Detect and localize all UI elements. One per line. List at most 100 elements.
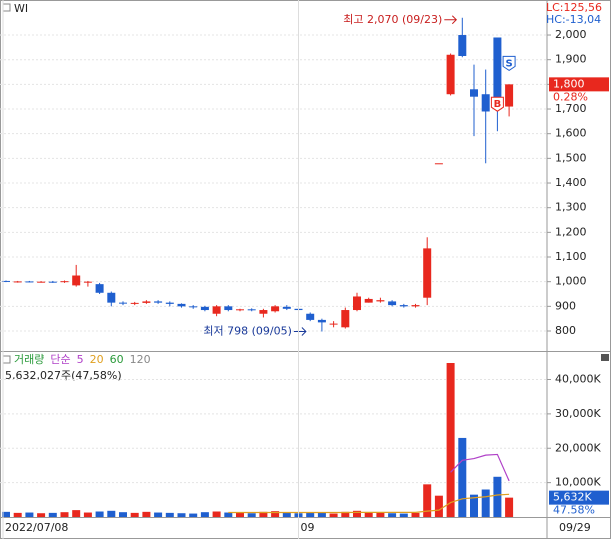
candle-body bbox=[2, 280, 10, 282]
legend-item: 거래량 bbox=[14, 353, 44, 366]
candle-body bbox=[446, 54, 455, 95]
candle-body bbox=[154, 301, 163, 303]
volume-bar bbox=[189, 513, 198, 517]
volume-bar bbox=[247, 513, 256, 517]
volume-bar bbox=[60, 512, 69, 517]
volume-bar bbox=[329, 513, 338, 517]
volume-bar bbox=[317, 512, 326, 517]
y-tick-label: 1,400 bbox=[555, 176, 587, 189]
moving-average bbox=[450, 453, 510, 482]
volume-bar bbox=[364, 512, 373, 517]
last-volume-label: 5,632K bbox=[553, 491, 592, 504]
signal-marker bbox=[490, 96, 504, 112]
candle-body bbox=[72, 275, 81, 286]
candle-body bbox=[119, 302, 127, 304]
high-annotation: 최고 2,070 (09/23) bbox=[343, 13, 442, 26]
candle-body bbox=[458, 35, 467, 56]
last-price-box bbox=[549, 77, 609, 92]
volume-bar bbox=[165, 512, 174, 517]
candle-body bbox=[83, 281, 92, 283]
volume-bar bbox=[200, 512, 209, 517]
candle-body bbox=[493, 37, 502, 110]
candle-body bbox=[434, 163, 443, 165]
candle-body bbox=[236, 309, 244, 311]
y-tick-label: 30,000K bbox=[555, 407, 601, 420]
volume-bar bbox=[306, 512, 315, 517]
y-tick-label: 1,500 bbox=[555, 151, 587, 164]
signal-label: B bbox=[494, 99, 502, 110]
symbol-label: WI bbox=[14, 2, 28, 15]
arrow bbox=[293, 327, 307, 336]
volume-bar bbox=[224, 512, 233, 517]
candle-body bbox=[470, 89, 478, 97]
arrow bbox=[444, 15, 458, 25]
candle-body bbox=[142, 301, 151, 303]
candle-body bbox=[165, 302, 174, 304]
volume-bar bbox=[72, 510, 81, 517]
ratio-label: 47.58% bbox=[553, 504, 595, 517]
volume-bar bbox=[282, 512, 291, 517]
volume-bar bbox=[83, 512, 92, 517]
candle-body bbox=[271, 306, 280, 312]
volume-bar bbox=[411, 512, 420, 517]
y-tick-label: 1,300 bbox=[555, 201, 587, 214]
y-tick-label: 10,000K bbox=[555, 476, 601, 489]
candle-body bbox=[282, 306, 291, 309]
x-tick-label: 2022/07/08 bbox=[5, 521, 68, 534]
volume-bar bbox=[107, 510, 116, 517]
volume-bar bbox=[37, 513, 46, 517]
info-line: LC:125,56 bbox=[546, 1, 602, 14]
volume-bar bbox=[48, 512, 57, 517]
volume-bar bbox=[376, 512, 385, 517]
volume-bar bbox=[493, 476, 502, 517]
legend-item: 단순 bbox=[50, 353, 70, 366]
close-button[interactable] bbox=[601, 354, 609, 361]
moving-average bbox=[228, 493, 510, 514]
y-tick-label: 20,000K bbox=[555, 441, 601, 454]
candle-body bbox=[247, 309, 256, 311]
legend-item: 120 bbox=[130, 353, 151, 366]
candle-body bbox=[481, 94, 490, 112]
legend-item: 60 bbox=[110, 353, 124, 366]
volume-bar bbox=[458, 437, 467, 517]
volume-bar bbox=[505, 497, 514, 517]
candle-body bbox=[37, 281, 46, 283]
candle-body bbox=[60, 281, 69, 283]
volume-bar bbox=[25, 512, 34, 517]
candle-body bbox=[224, 306, 233, 311]
candle-body bbox=[505, 84, 514, 107]
candle-body bbox=[259, 310, 268, 314]
panel-icon[interactable] bbox=[2, 355, 11, 364]
volume-bar bbox=[2, 511, 10, 517]
y-tick-label: 900 bbox=[555, 299, 576, 312]
volume-bar bbox=[130, 512, 139, 517]
last-price-label: 1,800 bbox=[553, 77, 585, 90]
volume-bar bbox=[341, 511, 350, 517]
y-tick-label: 1,900 bbox=[555, 53, 587, 66]
x-tick-label: 09/29 bbox=[559, 521, 591, 534]
last-volume-box bbox=[549, 490, 609, 505]
volume-bar bbox=[154, 512, 163, 517]
legend-item: 5 bbox=[77, 353, 84, 366]
candle-body bbox=[329, 323, 338, 325]
volume-bar bbox=[481, 489, 490, 517]
volume-bar bbox=[119, 512, 127, 517]
panel-icon[interactable] bbox=[2, 3, 11, 12]
info-line: HC:-13,04 bbox=[546, 13, 601, 26]
candle-body bbox=[353, 296, 361, 311]
candle-body bbox=[130, 302, 139, 304]
candle-body bbox=[317, 319, 326, 323]
volume-bar bbox=[353, 510, 361, 517]
volume-bar bbox=[399, 513, 408, 517]
y-tick-label: 1,700 bbox=[555, 102, 587, 115]
candle-body bbox=[107, 292, 116, 303]
volume-bar bbox=[446, 363, 455, 517]
candle-body bbox=[177, 303, 186, 307]
y-tick-label: 1,100 bbox=[555, 250, 587, 263]
y-tick-label: 1,000 bbox=[555, 275, 587, 288]
signal-marker bbox=[502, 55, 516, 71]
volume-bar bbox=[470, 494, 478, 517]
candle-body bbox=[364, 298, 373, 303]
